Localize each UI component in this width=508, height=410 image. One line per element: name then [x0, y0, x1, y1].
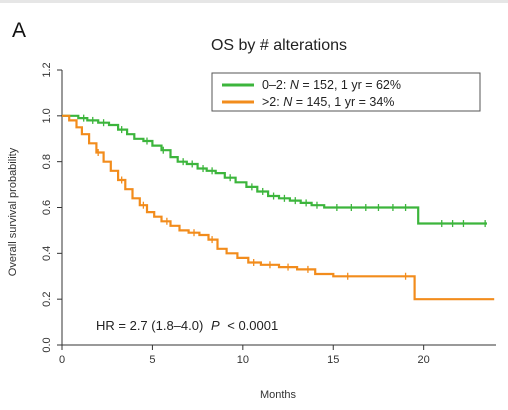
- x-tick-label: 20: [418, 354, 430, 366]
- y-tick-label: 1.2: [41, 62, 53, 77]
- hr-text: HR = 2.7 (1.8–4.0): [96, 318, 203, 333]
- y-tick-label: 0.8: [41, 154, 53, 169]
- y-tick-label: 0.0: [41, 337, 53, 352]
- x-axis-label: Months: [260, 389, 297, 401]
- x-tick-label: 10: [237, 354, 249, 366]
- plot-axes: 0 5 10 15 20 0.0 0.2 0.4 0.6 0.8 1.0 1.2: [41, 62, 496, 366]
- top-strip: [0, 0, 508, 3]
- hr-annotation: HR = 2.7 (1.8–4.0) P < 0.0001: [96, 318, 278, 333]
- survival-curve-gt2: [62, 114, 495, 301]
- y-tick-label: 0.4: [41, 246, 53, 261]
- legend-stats: = 152, 1 yr = 62%: [299, 78, 401, 92]
- p-value: < 0.0001: [227, 318, 278, 333]
- legend-stats: = 145, 1 yr = 34%: [292, 95, 394, 109]
- y-tick-label: 1.0: [41, 108, 53, 123]
- plot-curves: [62, 114, 495, 301]
- x-tick-label: 5: [149, 354, 155, 366]
- legend-box: [211, 72, 481, 112]
- y-axis-label: Overall survival probability: [7, 147, 19, 276]
- y-tick-label: 0.2: [41, 292, 53, 307]
- survival-curve-0-2: [62, 114, 487, 225]
- legend-n-symbol: N: [283, 95, 293, 109]
- legend-entry: >2: N = 145, 1 yr = 34%: [262, 95, 394, 109]
- legend-series-name: >2:: [262, 95, 283, 109]
- p-symbol: P: [211, 318, 220, 333]
- x-tick-label: 0: [59, 354, 65, 366]
- legend-entry: 0–2: N = 152, 1 yr = 62%: [262, 78, 401, 92]
- legend: 0–2: N = 152, 1 yr = 62% >2: N = 145, 1 y…: [211, 72, 481, 112]
- x-tick-label: 15: [327, 354, 339, 366]
- chart-title: OS by # alterations: [211, 37, 347, 54]
- legend-n-symbol: N: [290, 78, 300, 92]
- panel-label: A: [12, 19, 26, 42]
- legend-series-name: 0–2:: [262, 78, 290, 92]
- y-tick-label: 0.6: [41, 200, 53, 215]
